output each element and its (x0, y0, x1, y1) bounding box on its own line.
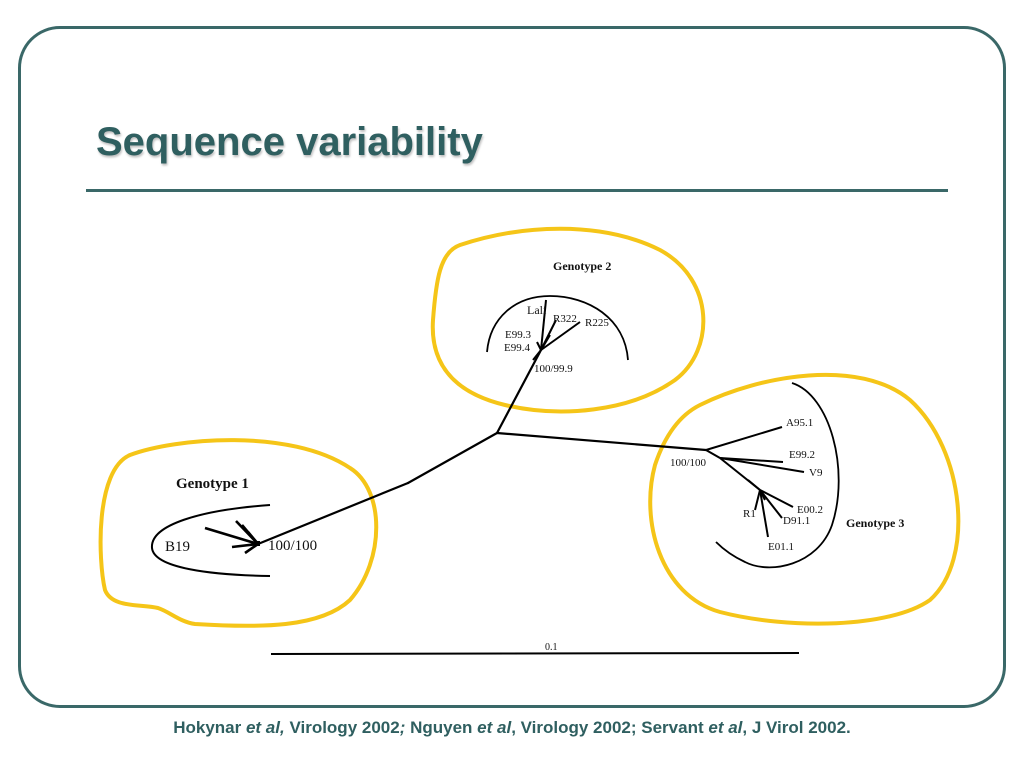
genotype1-label: Genotype 1 (176, 476, 249, 492)
genotype3-isolate-v9: V9 (809, 467, 823, 479)
genotype3-isolate-r1: R1 (743, 508, 756, 520)
genotype2-bootstrap-label: 100/99.9 (534, 363, 573, 375)
citation-part2: Virology 2002 (284, 718, 400, 737)
citation-part4: , Virology 2002; Servant (511, 718, 709, 737)
genotype1-isolate-label: B19 (165, 539, 190, 555)
genotype2-isolate-r225: R225 (585, 317, 609, 329)
genotype3-isolate-a95-1: A95.1 (786, 417, 813, 429)
genotype3-isolate-d91-1: D91.1 (783, 515, 810, 527)
genotype3-isolate-e99-2: E99.2 (789, 449, 815, 461)
genotype1-highlight (98, 438, 379, 628)
genotype3-cluster (705, 382, 840, 569)
slide-title: Sequence variability (96, 120, 483, 164)
scale-bar (270, 652, 800, 655)
citation-etal3: et al (708, 718, 743, 737)
citation-part5: , J Virol 2002. (742, 718, 851, 737)
genotype3-isolate-e01-1: E01.1 (768, 541, 794, 553)
genotype1-cluster (150, 504, 271, 577)
genotype2-isolate-e99-4: E99.4 (504, 342, 530, 354)
genotype2-isolate-lali: Lali (527, 303, 547, 317)
tree-branches (256, 348, 708, 546)
slide-frame (18, 26, 1006, 708)
genotype2-cluster (486, 295, 629, 361)
genotype2-highlight (430, 226, 706, 414)
citation-part3: Nguyen (405, 718, 478, 737)
genotype2-label: Genotype 2 (553, 259, 611, 273)
citation-etal1: et al, (245, 718, 285, 737)
genotype2-isolate-e99-3: E99.3 (505, 329, 531, 341)
title-underline (86, 189, 948, 192)
citation: Hokynar et al, Virology 2002; Nguyen et … (0, 718, 1024, 738)
citation-part1: Hokynar (173, 718, 246, 737)
scale-bar-label: 0.1 (545, 642, 558, 653)
genotype1-bootstrap-label: 100/100 (268, 538, 317, 554)
genotype2-isolate-r322: R322 (553, 313, 577, 325)
citation-separator: ; (399, 718, 406, 737)
genotype3-isolate-e00-2: E00.2 (797, 504, 823, 516)
genotype3-bootstrap-label: 100/100 (670, 457, 707, 469)
citation-etal2: et al (477, 718, 512, 737)
genotype3-highlight (648, 372, 961, 626)
genotype3-label: Genotype 3 (846, 516, 904, 530)
